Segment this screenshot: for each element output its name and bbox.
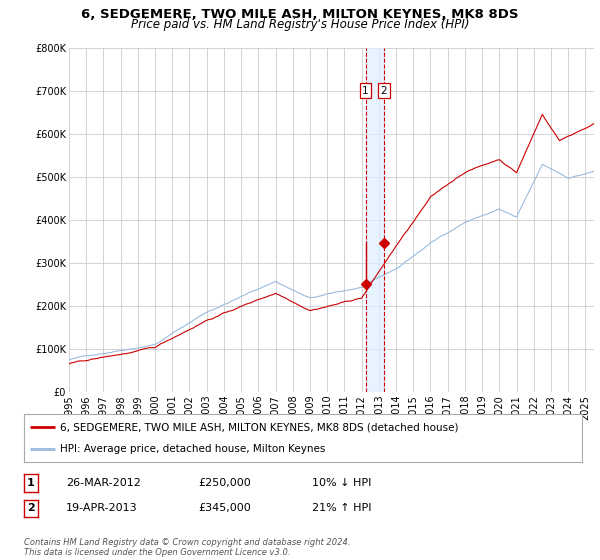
Text: 19-APR-2013: 19-APR-2013 (66, 503, 137, 514)
Text: 1: 1 (27, 478, 35, 488)
Text: 1: 1 (362, 86, 369, 96)
Text: 26-MAR-2012: 26-MAR-2012 (66, 478, 141, 488)
Text: 6, SEDGEMERE, TWO MILE ASH, MILTON KEYNES, MK8 8DS (detached house): 6, SEDGEMERE, TWO MILE ASH, MILTON KEYNE… (60, 422, 459, 432)
Text: 2: 2 (380, 86, 388, 96)
Text: Price paid vs. HM Land Registry's House Price Index (HPI): Price paid vs. HM Land Registry's House … (131, 18, 469, 31)
Text: 2: 2 (27, 503, 35, 514)
Bar (365, 48, 384, 392)
Text: £250,000: £250,000 (198, 478, 251, 488)
Text: 10% ↓ HPI: 10% ↓ HPI (312, 478, 371, 488)
Text: 6, SEDGEMERE, TWO MILE ASH, MILTON KEYNES, MK8 8DS: 6, SEDGEMERE, TWO MILE ASH, MILTON KEYNE… (81, 8, 519, 21)
Text: 21% ↑ HPI: 21% ↑ HPI (312, 503, 371, 514)
Text: HPI: Average price, detached house, Milton Keynes: HPI: Average price, detached house, Milt… (60, 444, 326, 454)
Text: Contains HM Land Registry data © Crown copyright and database right 2024.
This d: Contains HM Land Registry data © Crown c… (24, 538, 350, 557)
Text: £345,000: £345,000 (198, 503, 251, 514)
